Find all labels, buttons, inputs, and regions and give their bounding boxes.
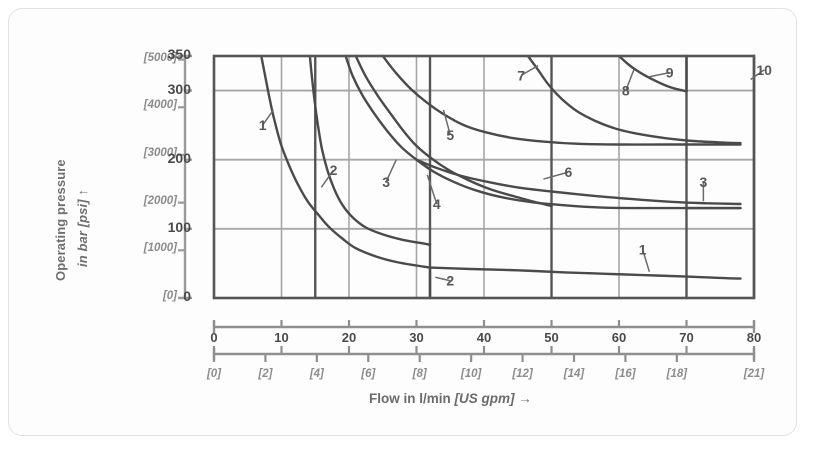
x-tick-label-lpm: 0	[210, 330, 218, 345]
curve-1	[260, 54, 432, 269]
curve-8	[617, 54, 688, 93]
curve-label-5: 5	[446, 127, 454, 143]
x-tick-label-gpm: [6]	[361, 368, 376, 380]
x-tick-label-gpm: [8]	[412, 368, 427, 380]
x-axis-title: Flow in l/min [US gpm] →	[369, 391, 532, 406]
curve-label-9: 9	[666, 65, 674, 81]
curve-label-3: 3	[699, 174, 707, 190]
x-tick-label-gpm: [18]	[666, 368, 688, 380]
x-tick-label-lpm: 80	[746, 330, 762, 345]
curve-5	[381, 54, 742, 146]
curve-label-3: 3	[382, 174, 390, 190]
x-tick-label-gpm: [16]	[615, 368, 636, 380]
x-tick-label-lpm: 20	[341, 330, 357, 345]
curve-label-leader	[320, 169, 335, 188]
curve-label-4: 4	[433, 196, 441, 212]
y-tick-label-bar: 100	[167, 218, 191, 235]
curve-label-leader	[543, 171, 569, 180]
y-tick-label-psi: [2000]	[143, 194, 177, 207]
tick-layer	[178, 54, 756, 362]
x-tick-label-lpm: 60	[611, 330, 627, 345]
x-tick-label-lpm: 40	[476, 330, 492, 345]
curve-label-leader	[625, 69, 635, 91]
curve-label-leader	[442, 109, 451, 136]
x-tick-label-lpm: 30	[409, 330, 424, 345]
curve-label-1: 1	[259, 117, 267, 133]
curve-label-leader	[435, 276, 451, 282]
curve-7	[526, 54, 742, 145]
y-tick-label-psi: [4000]	[143, 99, 177, 112]
x-tick-label-gpm: [12]	[512, 368, 533, 380]
y-axis-title-line2: in bar [psi] ↑	[75, 189, 90, 267]
curve-label-2: 2	[446, 273, 454, 289]
curve-label-layer: 1 2 3 4 5 6 7 8 9 10 1 2 3	[259, 62, 772, 289]
curve-6	[415, 158, 742, 206]
curve-label-leader	[750, 69, 765, 81]
y-axis-title-line1: Operating pressure	[53, 159, 68, 281]
frame-layer	[212, 54, 756, 300]
x-tick-label-gpm: [2]	[258, 368, 273, 380]
x-tick-label-gpm: [14]	[563, 368, 585, 380]
curve-label-1: 1	[639, 242, 647, 258]
curve-label-leader	[641, 249, 651, 272]
pressure-flow-chart: 1 2 3 4 5 6 7 8 9 10 1 2 3	[178, 54, 772, 362]
curve-label-leader	[649, 71, 670, 78]
curve-label-2: 2	[330, 162, 338, 178]
y-tick-label-bar-zero: 0	[183, 288, 191, 304]
x-tick-label-gpm: [10]	[460, 368, 482, 380]
curve-label-6: 6	[564, 164, 572, 180]
y-tick-label-psi: [1000]	[143, 242, 177, 255]
x-tick-label-gpm: [21]	[743, 368, 765, 380]
curve-label-leader	[385, 159, 397, 183]
curve-label-7: 7	[517, 67, 525, 83]
plot-frame	[212, 54, 756, 300]
curve-label-leader	[261, 109, 275, 126]
curve-1-right	[428, 266, 742, 280]
x-tick-label-lpm: 50	[544, 330, 559, 345]
x-tick-label-lpm: 10	[274, 330, 289, 345]
y-axis-title-unit: in bar [psi]	[75, 199, 90, 267]
x-tick-label-gpm: [4]	[309, 368, 324, 380]
curve-3	[344, 54, 742, 210]
curve-label-10: 10	[756, 62, 772, 78]
x-axis-title-unit: [US gpm]	[454, 391, 515, 406]
y-tick-label-bar: 200	[167, 149, 191, 166]
chart-card: 1 2 3 4 5 6 7 8 9 10 1 2 3 Operating pressure in bar…	[8, 8, 797, 436]
curve-label-leader	[520, 65, 539, 77]
curve-label-leader	[426, 174, 438, 205]
curve-label-8: 8	[622, 83, 630, 99]
x-axis-arrow-icon: →	[514, 391, 532, 406]
curve-4	[354, 54, 553, 208]
y-tick-label-psi: [5000]	[143, 51, 177, 64]
x-tick-label-gpm: [0]	[206, 368, 222, 380]
curve-2	[308, 54, 432, 246]
y-tick-label-psi: [3000]	[143, 146, 177, 159]
x-axis-title-main: Flow in l/min	[369, 391, 455, 406]
y-axis-arrow-icon: ↑	[75, 189, 90, 196]
y-tick-label-psi: [0]	[162, 290, 177, 302]
y-tick-label-bar: 300	[167, 80, 191, 97]
y-tick-label-bar: 350	[167, 46, 191, 62]
x-tick-label-lpm: 70	[679, 330, 694, 345]
